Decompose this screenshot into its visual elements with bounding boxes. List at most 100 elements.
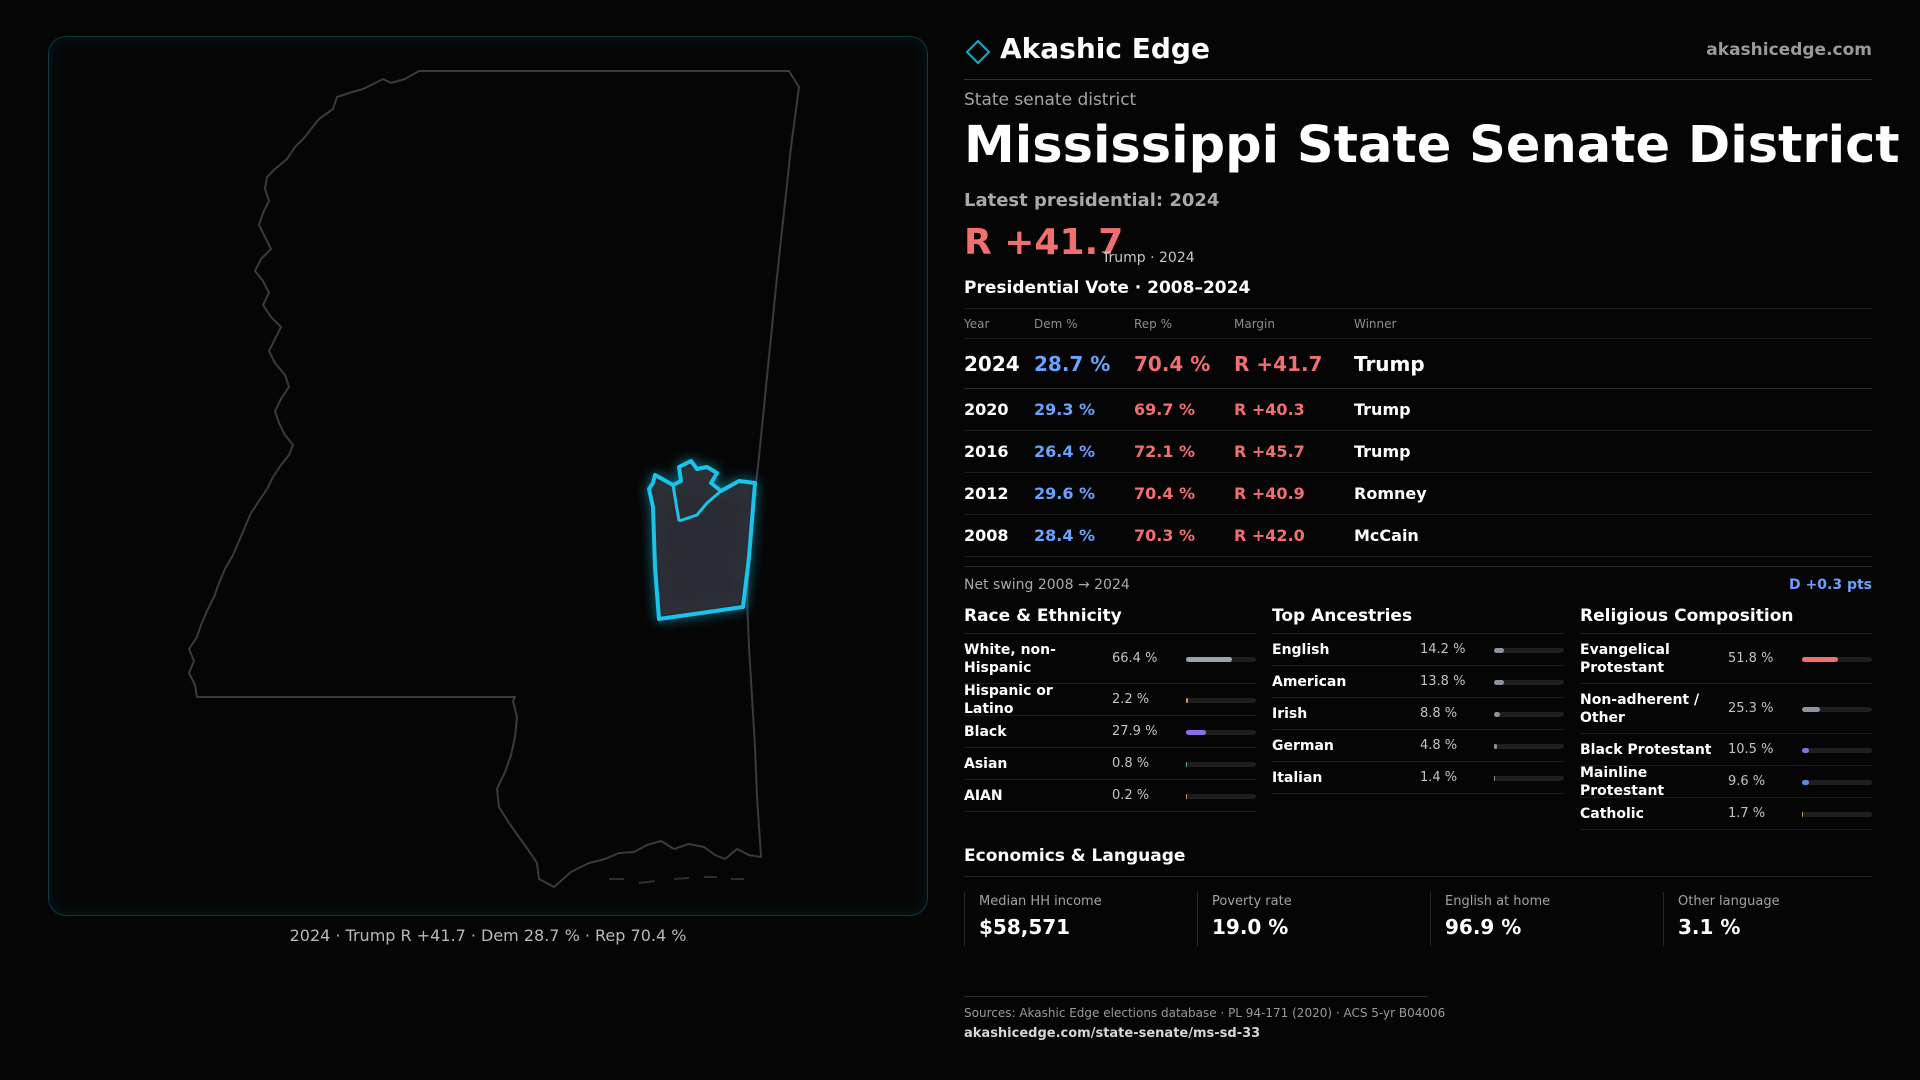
stat-bar xyxy=(1802,656,1872,662)
stat-value: 8.8 % xyxy=(1420,706,1458,721)
footer-divider xyxy=(964,996,1428,997)
page-title: Mississippi State Senate District 33 xyxy=(964,116,1920,175)
district-map[interactable] xyxy=(49,37,929,917)
stat-bar xyxy=(1802,811,1872,817)
stat-bar-fill xyxy=(1802,706,1820,712)
year-cell: 2020 xyxy=(964,400,1009,419)
net-swing: Net swing 2008 → 2024 D +0.3 pts xyxy=(964,566,1872,600)
info-panel: Akashic Edge akashicedge.com State senat… xyxy=(964,0,1920,1080)
rep-cell: 72.1 % xyxy=(1134,442,1196,461)
stat-value: 2.2 % xyxy=(1112,692,1150,707)
stat-value: 0.8 % xyxy=(1112,756,1150,771)
col-margin: Margin xyxy=(1234,317,1275,331)
map-panel[interactable] xyxy=(48,36,928,916)
race-heading: Race & Ethnicity xyxy=(964,604,1256,634)
list-item: Mainline Protestant 9.6 % xyxy=(1580,764,1872,799)
stat-bar-fill xyxy=(1186,697,1188,703)
stat-bar xyxy=(1186,697,1256,703)
stat-bar-fill xyxy=(1494,647,1504,653)
brand-name[interactable]: Akashic Edge xyxy=(1000,32,1210,65)
econ-value: 3.1 % xyxy=(1678,915,1741,939)
stat-label: Hispanic or Latino xyxy=(964,682,1053,717)
list-item: Black Protestant 10.5 % xyxy=(1580,734,1872,766)
divider xyxy=(964,876,1872,877)
col-dem: Dem % xyxy=(1034,317,1078,331)
stat-bar xyxy=(1802,747,1872,753)
stat-label: German xyxy=(1272,737,1334,754)
stat-label: Mainline Protestant xyxy=(1580,764,1665,799)
footer-url-link[interactable]: akashicedge.com/state-senate/ms-sd-33 xyxy=(964,1026,1261,1041)
margin-cell: R +40.9 xyxy=(1234,484,1305,503)
rep-cell: 70.4 % xyxy=(1134,484,1196,503)
stat-bar xyxy=(1186,729,1256,735)
year-cell: 2016 xyxy=(964,442,1009,461)
table-header-row: Year Dem % Rep % Margin Winner xyxy=(964,309,1872,339)
table-row-2012[interactable]: 2012 29.6 % 70.4 % R +40.9 Romney xyxy=(964,473,1872,515)
presidential-table: Year Dem % Rep % Margin Winner 2024 28.7… xyxy=(964,308,1872,557)
table-row-2016[interactable]: 2016 26.4 % 72.1 % R +45.7 Trump xyxy=(964,431,1872,473)
stat-bar xyxy=(1494,679,1564,685)
stat-label: English xyxy=(1272,641,1330,658)
econ-label: Other language xyxy=(1678,894,1780,909)
year-cell: 2012 xyxy=(964,484,1009,503)
econ-value: 96.9 % xyxy=(1445,915,1522,939)
stat-value: 14.2 % xyxy=(1420,642,1466,657)
economics-heading: Economics & Language xyxy=(964,846,1186,866)
district-33-shape[interactable] xyxy=(647,459,757,621)
econ-label: Median HH income xyxy=(979,894,1102,909)
stat-bar xyxy=(1186,761,1256,767)
margin-cell: R +42.0 xyxy=(1234,526,1305,545)
stat-label: Non-adherent / Other xyxy=(1580,691,1700,726)
year-cell: 2008 xyxy=(964,526,1009,545)
econ-poverty-rate: Poverty rate 19.0 % xyxy=(1197,892,1417,946)
header: Akashic Edge akashicedge.com xyxy=(964,30,1872,80)
diamond-logo-icon xyxy=(966,40,990,64)
stat-bar-fill xyxy=(1802,779,1809,785)
district-33-inner-lines xyxy=(671,484,722,523)
religion-heading: Religious Composition xyxy=(1580,604,1872,634)
dem-cell: 28.7 % xyxy=(1034,352,1111,376)
table-row-2024[interactable]: 2024 28.7 % 70.4 % R +41.7 Trump xyxy=(964,339,1872,389)
stat-bar-fill xyxy=(1494,711,1501,717)
stat-value: 9.6 % xyxy=(1728,774,1766,789)
swing-value: D +0.3 pts xyxy=(1789,577,1872,593)
col-year: Year xyxy=(964,317,990,331)
stat-label: Black Protestant xyxy=(1580,741,1712,758)
stat-label: Black xyxy=(964,723,1007,740)
sources-text: Sources: Akashic Edge elections database… xyxy=(964,1006,1446,1020)
stat-bar-fill xyxy=(1802,656,1839,662)
winner-cell: Trump xyxy=(1354,352,1425,376)
year-cell: 2024 xyxy=(964,352,1020,376)
site-link[interactable]: akashicedge.com xyxy=(1706,40,1872,60)
econ-other-language: Other language 3.1 % xyxy=(1663,892,1883,946)
list-item: Non-adherent / Other 25.3 % xyxy=(1580,684,1872,734)
winner-cell: Trump xyxy=(1354,442,1411,461)
stat-value: 25.3 % xyxy=(1728,701,1774,716)
table-row-2020[interactable]: 2020 29.3 % 69.7 % R +40.3 Trump xyxy=(964,389,1872,431)
stat-label: Irish xyxy=(1272,705,1308,722)
dem-cell: 29.3 % xyxy=(1034,400,1096,419)
map-caption: 2024 · Trump R +41.7 · Dem 28.7 % · Rep … xyxy=(289,926,687,945)
district-type: State senate district xyxy=(964,90,1137,110)
table-row-2008[interactable]: 2008 28.4 % 70.3 % R +42.0 McCain xyxy=(964,515,1872,557)
stat-label: Evangelical Protestant xyxy=(1580,641,1670,676)
col-rep: Rep % xyxy=(1134,317,1173,331)
stat-value: 1.4 % xyxy=(1420,770,1458,785)
winner-cell: Trump xyxy=(1354,400,1411,419)
dem-cell: 26.4 % xyxy=(1034,442,1096,461)
stat-bar-fill xyxy=(1186,761,1187,767)
headline-sub: Trump · 2024 xyxy=(1102,250,1195,266)
stat-bar-fill xyxy=(1802,747,1810,753)
ancestry-heading: Top Ancestries xyxy=(1272,604,1564,634)
stat-value: 13.8 % xyxy=(1420,674,1466,689)
econ-english-at-home: English at home 96.9 % xyxy=(1430,892,1650,946)
stat-bar-fill xyxy=(1494,743,1498,749)
stat-label: Catholic xyxy=(1580,805,1644,822)
state-outline xyxy=(188,70,800,888)
gulf-islands xyxy=(609,876,744,884)
stat-bar-fill xyxy=(1494,775,1495,781)
stat-bar xyxy=(1494,711,1564,717)
latest-presidential-label: Latest presidential: 2024 xyxy=(964,190,1220,211)
stat-value: 0.2 % xyxy=(1112,788,1150,803)
race-ethnicity-section: Race & Ethnicity White, non-Hispanic 66.… xyxy=(964,604,1256,812)
